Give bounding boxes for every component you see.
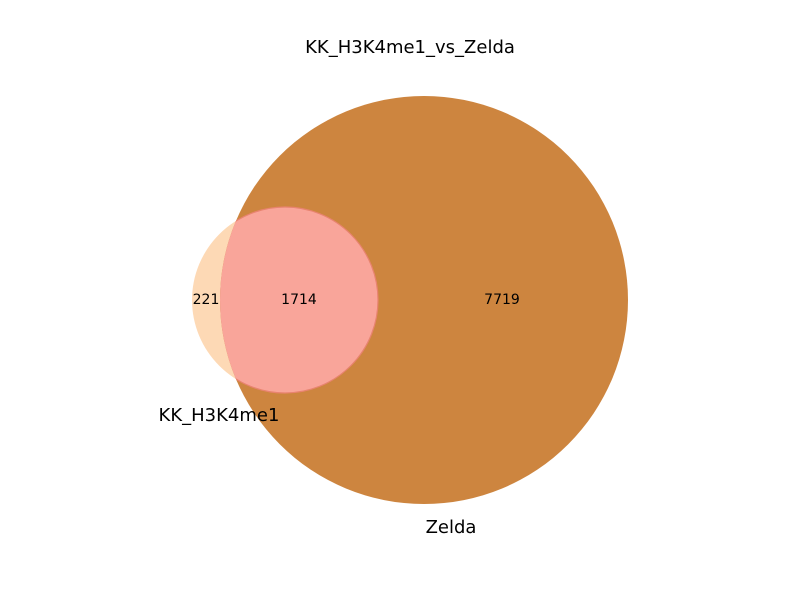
count-zelda-only: 7719 [484,292,520,308]
count-intersection: 1714 [281,292,317,308]
intersection-outline [220,206,379,394]
chart-title: KK_H3K4me1_vs_Zelda [305,37,515,58]
set-circle-zelda [220,96,628,504]
intersection-region [220,207,378,393]
set-label-zelda: Zelda [426,517,477,538]
set-label-kk-h3k4me1: KK_H3K4me1 [159,405,280,426]
count-kk-h3k4me1-only: 221 [193,292,220,308]
